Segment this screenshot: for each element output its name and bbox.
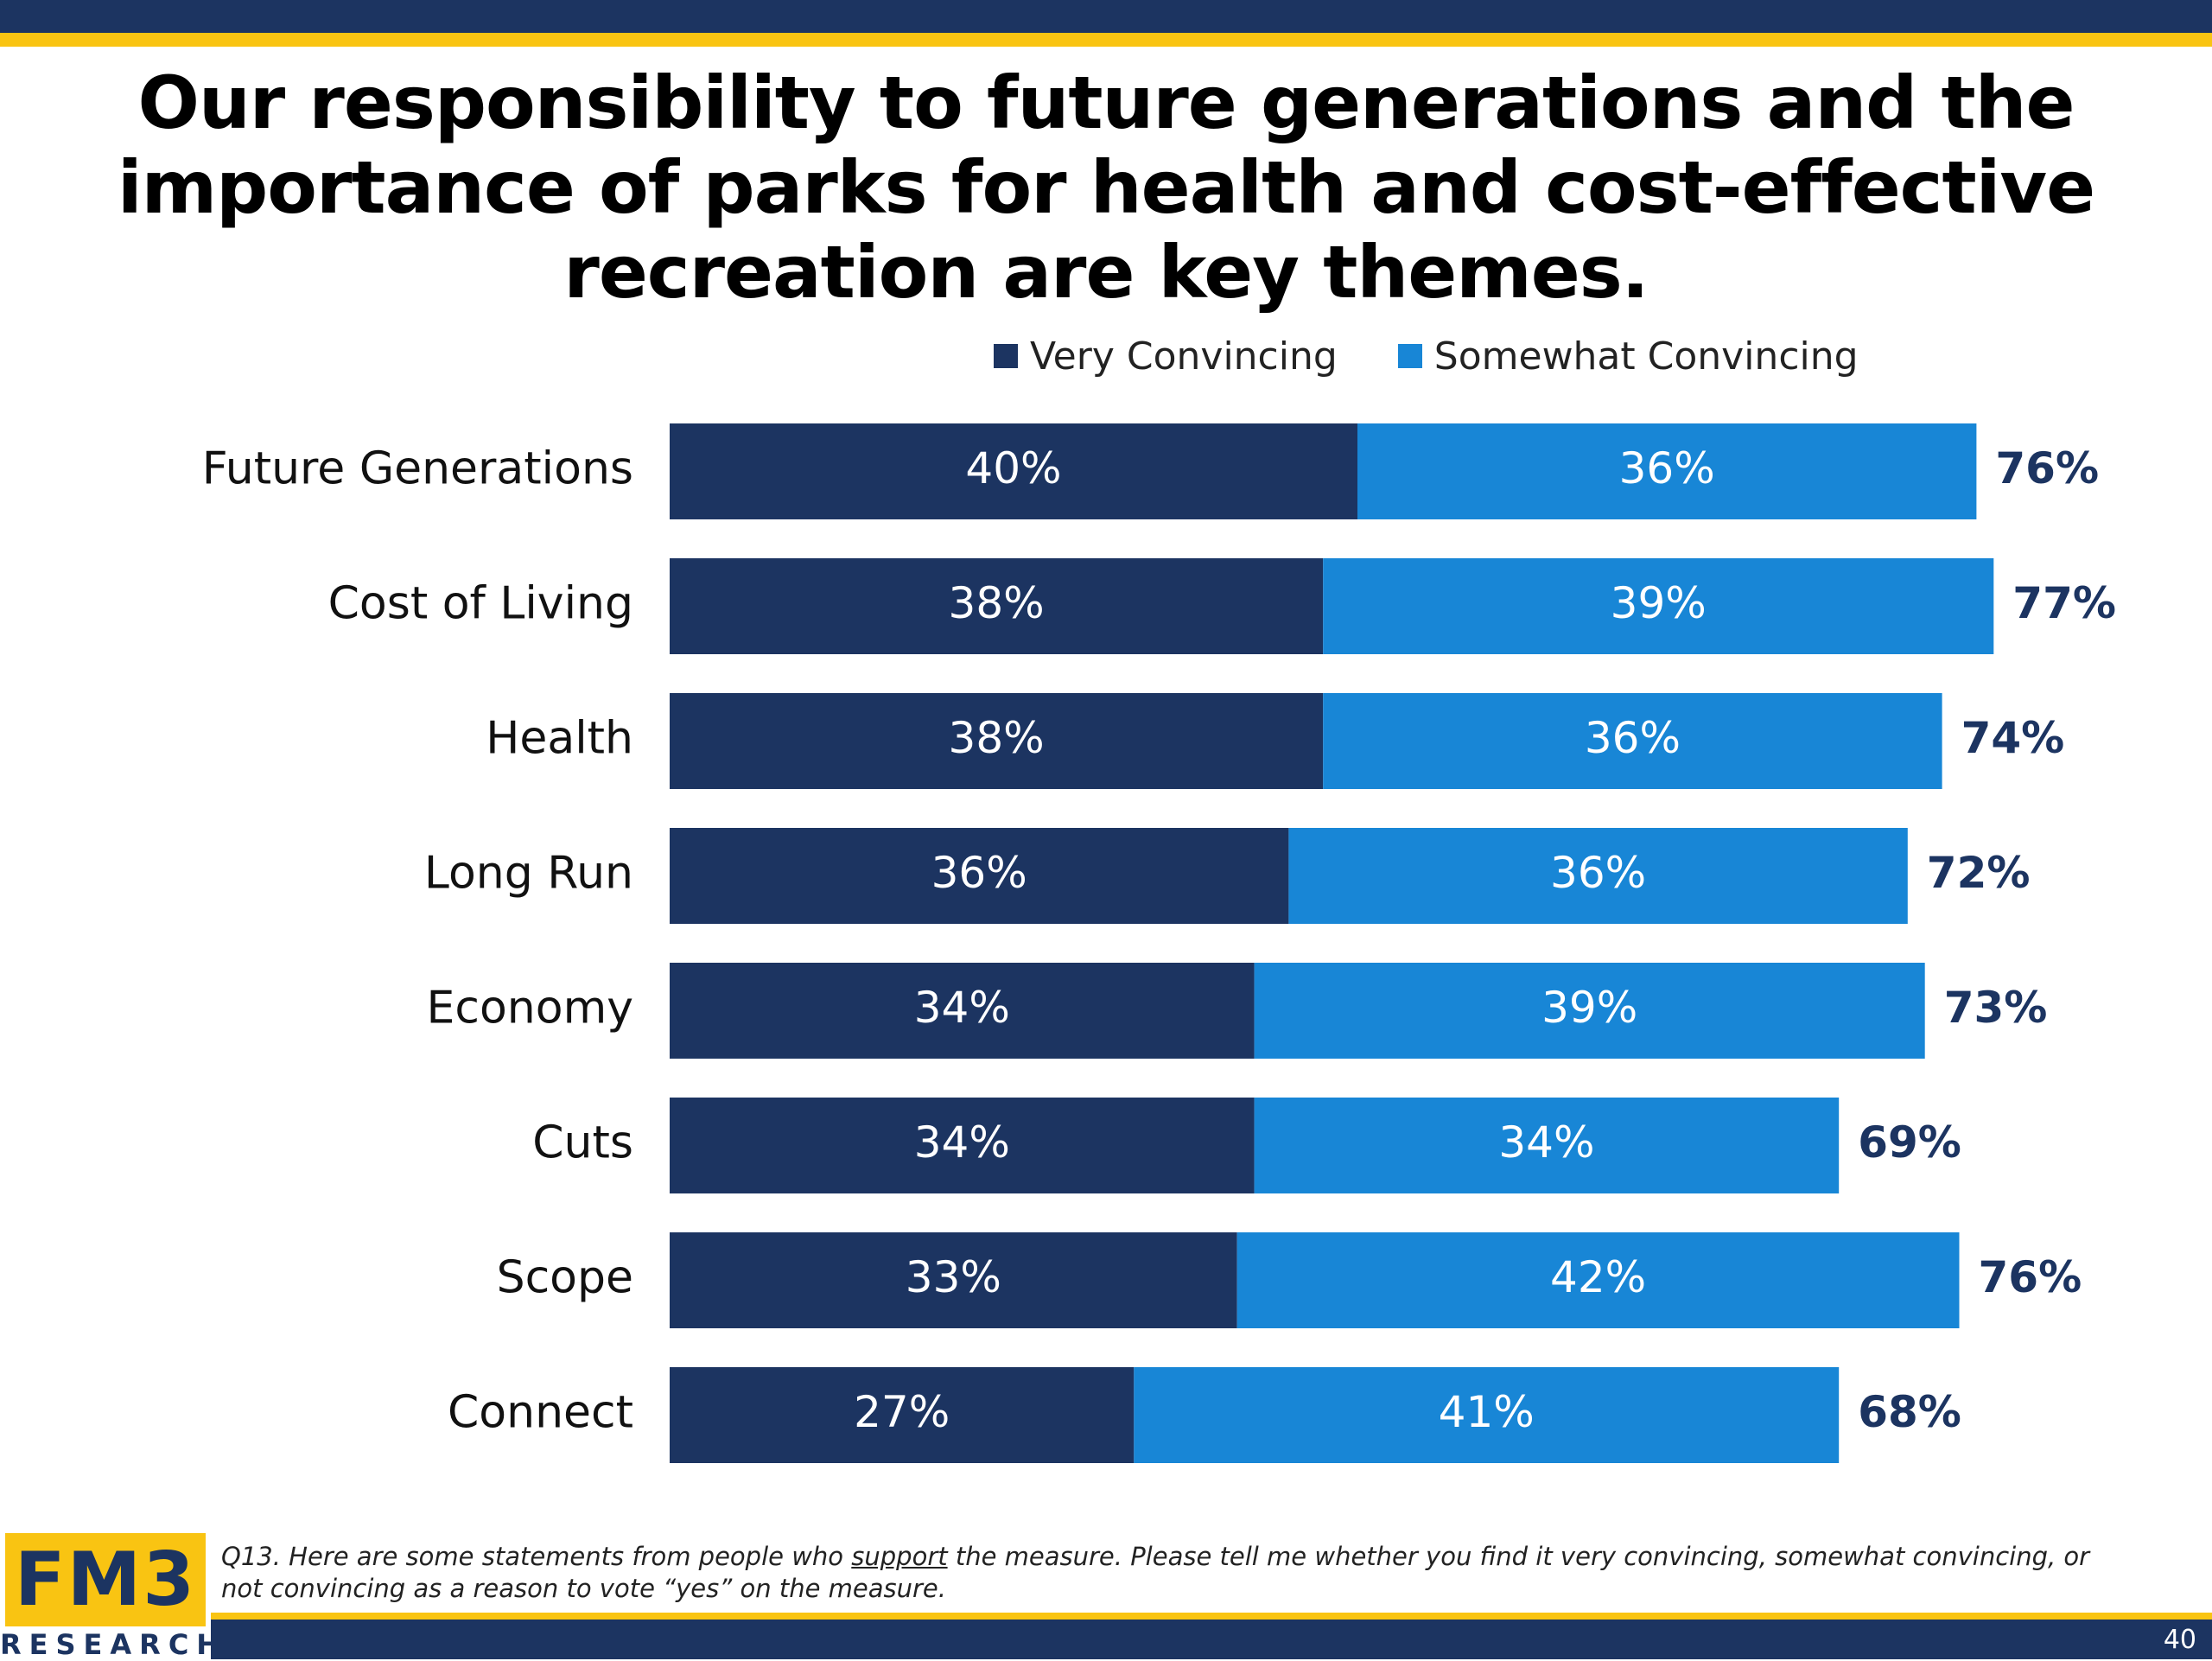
bar-segment-very [670,1367,1135,1463]
question-footnote: Q13. Here are some statements from peopl… [221,1541,2105,1605]
category-label: Economy [427,983,633,1034]
bar-segment-somewhat [1254,1098,1840,1193]
top-band [0,0,2212,33]
bar-segment-very [670,963,1255,1059]
bar-total-label: 76% [1995,443,2099,493]
bottom-accent-stripe [0,1613,2212,1620]
bar-total-label: 76% [1979,1252,2082,1302]
slide-title: Our responsibility to future generations… [117,60,2095,315]
bar-value-label: 36% [1585,713,1681,763]
legend-swatch-very [994,344,1018,368]
category-label: Cuts [532,1117,633,1169]
bar-value-label: 39% [1541,983,1637,1033]
bar-value-label: 34% [1498,1117,1594,1168]
bar-value-label: 40% [965,443,1061,493]
bar-total-label: 68% [1858,1387,1961,1437]
bar-segment-somewhat [1254,963,1925,1059]
bar-value-label: 27% [854,1387,950,1437]
bar-segment-very [670,1232,1237,1328]
category-label: Connect [448,1387,633,1439]
bar-value-label: 36% [931,848,1027,898]
bottom-band [0,1620,2212,1659]
bar-total-label: 69% [1858,1117,1961,1168]
bar-value-label: 38% [949,578,1045,628]
bar-segment-somewhat [1323,558,1994,654]
category-label: Health [486,713,633,765]
bar-segment-very [670,828,1289,924]
bar-value-label: 36% [1619,443,1715,493]
bar-segment-somewhat [1288,828,1908,924]
logo-main-text: FM3 [14,1537,197,1623]
legend-swatch-somewhat [1397,344,1422,368]
bar-total-label: 74% [1961,713,2065,763]
bar-value-label: 42% [1550,1252,1646,1302]
stacked-bar-chart: Future Generations 40% 36% 76% Cost of Livin… [202,423,2116,1463]
bar-segment-very [670,558,1324,654]
bar-total-label: 72% [1927,848,2031,898]
footnote-underlined-word: support [851,1542,948,1571]
footnote-text-end: the measure. Please tell me whether you … [221,1542,2090,1603]
category-label: Long Run [424,848,633,900]
bar-segment-very [670,423,1357,519]
bar-value-label: 34% [914,1117,1010,1168]
page-number: 40 [2163,1625,2196,1655]
bar-value-label: 38% [949,713,1045,763]
bar-value-label: 41% [1439,1387,1535,1437]
bar-total-label: 73% [1944,983,2048,1033]
top-accent-stripe [0,33,2212,47]
legend-item-somewhat: Somewhat Convincing [1397,334,1859,379]
category-label: Scope [497,1252,633,1304]
chart-legend: Very Convincing Somewhat Convincing [994,332,1859,380]
logo-sub-text: RESEARCH [0,1628,228,1661]
bar-segment-somewhat [1236,1232,1960,1328]
logo-box: FM3 [5,1533,206,1626]
fm3-research-logo: FM3 RESEARCH [0,1528,228,1661]
legend-item-very: Very Convincing [994,334,1338,379]
bar-total-label: 77% [2012,578,2116,628]
category-label: Cost of Living [328,578,633,630]
bar-value-label: 33% [906,1252,1001,1302]
bar-value-label: 39% [1611,578,1707,628]
bar-segment-somewhat [1323,693,1942,789]
legend-label-somewhat: Somewhat Convincing [1433,334,1859,379]
bar-segment-somewhat [1134,1367,1840,1463]
bar-segment-very [670,693,1324,789]
bar-value-label: 36% [1550,848,1646,898]
bar-segment-very [670,1098,1255,1193]
bar-segment-somewhat [1357,423,1977,519]
legend-label-very: Very Convincing [1030,334,1338,379]
footnote-text-start: Q13. Here are some statements from peopl… [221,1542,852,1571]
bar-value-label: 34% [914,983,1010,1033]
category-label: Future Generations [202,443,633,495]
